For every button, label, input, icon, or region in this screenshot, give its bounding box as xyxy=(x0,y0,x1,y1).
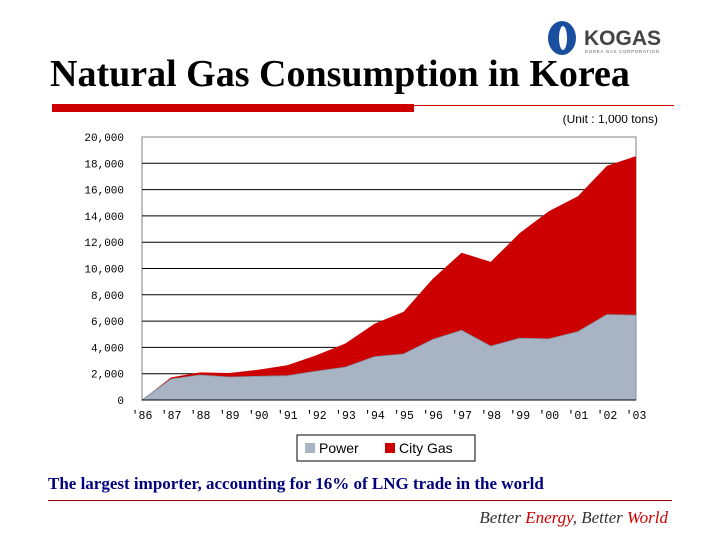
slogan-part-3: , Better xyxy=(572,508,628,527)
area-city-gas xyxy=(142,156,636,400)
x-tick-label: '95 xyxy=(393,410,414,423)
unit-label: (Unit : 1,000 tons) xyxy=(563,115,658,126)
x-tick-label: '88 xyxy=(190,410,211,423)
title-underline-thin xyxy=(414,105,674,106)
x-tick-label: '87 xyxy=(161,410,182,423)
x-tick-label: '90 xyxy=(248,410,269,423)
x-tick-label: '97 xyxy=(451,410,472,423)
legend-swatch xyxy=(385,443,395,453)
y-tick-label: 16,000 xyxy=(84,186,124,198)
x-tick-label: '91 xyxy=(277,410,298,423)
page-title: Natural Gas Consumption in Korea xyxy=(50,53,630,95)
kogas-logo: KOGAS KOREA GAS CORPORATION xyxy=(548,21,661,55)
x-tick-label: '96 xyxy=(422,410,443,423)
slogan: Better Energy, Better World xyxy=(479,508,668,528)
slogan-part-4: World xyxy=(627,508,668,527)
y-tick-label: 10,000 xyxy=(84,265,124,277)
y-tick-label: 20,000 xyxy=(84,133,124,145)
legend-swatch xyxy=(305,443,315,453)
y-tick-label: 4,000 xyxy=(91,343,124,355)
y-tick-label: 12,000 xyxy=(84,238,124,250)
title-underline xyxy=(52,104,414,112)
gas-consumption-chart: (Unit : 1,000 tons) 0 2,000 4,000 6,000 8,00… xyxy=(84,115,658,462)
y-tick-label: 14,000 xyxy=(84,212,124,224)
y-tick-label: 18,000 xyxy=(84,159,124,171)
x-tick-label: '02 xyxy=(597,410,618,423)
x-tick-label: '89 xyxy=(219,410,240,423)
slogan-part-1: Better xyxy=(479,508,526,527)
y-tick-label: 2,000 xyxy=(91,370,124,382)
x-tick-label: '00 xyxy=(538,410,559,423)
x-tick-label: '86 xyxy=(132,410,153,423)
x-tick-label: '01 xyxy=(568,410,589,423)
bottom-divider xyxy=(48,500,672,501)
slogan-part-2: Energy xyxy=(525,508,573,527)
x-tick-label: '99 xyxy=(509,410,530,423)
x-tick-label: '93 xyxy=(335,410,356,423)
y-tick-label: 0 xyxy=(117,396,124,408)
y-tick-label: 6,000 xyxy=(91,317,124,329)
x-tick-label: '92 xyxy=(306,410,327,423)
x-tick-label: '03 xyxy=(626,410,647,423)
kogas-logo-text: KOGAS xyxy=(584,27,661,50)
kogas-logo-tagline: KOREA GAS CORPORATION xyxy=(585,49,660,54)
x-tick-label: '98 xyxy=(480,410,501,423)
x-tick-label: '94 xyxy=(364,410,385,423)
y-tick-label: 8,000 xyxy=(91,291,124,303)
importer-caption: The largest importer, accounting for 16%… xyxy=(48,474,544,493)
area-power xyxy=(140,314,637,401)
legend-label: City Gas xyxy=(399,440,453,456)
legend-label: Power xyxy=(319,440,359,456)
